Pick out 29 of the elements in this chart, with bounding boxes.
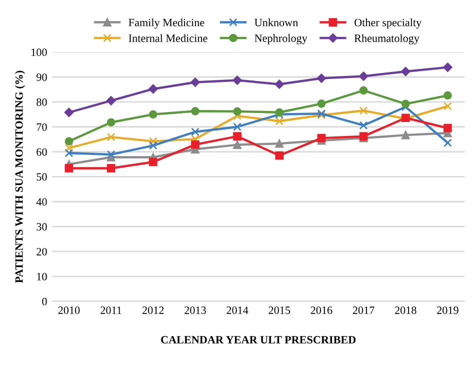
legend-label: Internal Medicine: [128, 34, 208, 42]
x-tick-label: 2014: [226, 306, 248, 314]
x-tick-label: 2011: [100, 306, 122, 314]
y-tick-label: 100: [32, 48, 47, 56]
y-tick-label: 70: [36, 123, 47, 131]
y-tick-label: 40: [36, 198, 47, 206]
legend-label: Nephrology: [254, 34, 308, 44]
x-tick-label: 2015: [268, 306, 290, 314]
legend-label: Family Medicine: [128, 18, 204, 29]
y-tick-label: 10: [37, 272, 47, 280]
x-tick-label: 2017: [352, 306, 374, 314]
legend-label: Unknown: [254, 18, 298, 26]
x-axis-title: CALENDAR YEAR ULT PRESCRIBED: [161, 336, 356, 344]
legend-label: Rheumatology: [354, 34, 420, 44]
x-tick-label: 2018: [394, 306, 416, 314]
y-tick-label: 90: [36, 73, 47, 81]
y-tick-label: 20: [36, 248, 47, 256]
y-tick-label: 30: [36, 223, 47, 231]
x-tick-label: 2012: [142, 306, 164, 314]
legend-label: Other specialty: [354, 18, 422, 29]
y-axis-title: PATIENTS WITH SUA MONITORING (%): [14, 70, 26, 283]
x-tick-label: 2013: [184, 306, 206, 314]
x-tick-label: 2010: [58, 306, 80, 314]
y-tick-label: 50: [36, 173, 47, 181]
y-tick-label: 0: [42, 298, 47, 306]
x-tick-label: 2016: [310, 306, 332, 314]
x-tick-label: 2019: [437, 306, 458, 314]
y-tick-label: 60: [36, 148, 47, 156]
y-tick-label: 80: [36, 98, 47, 106]
